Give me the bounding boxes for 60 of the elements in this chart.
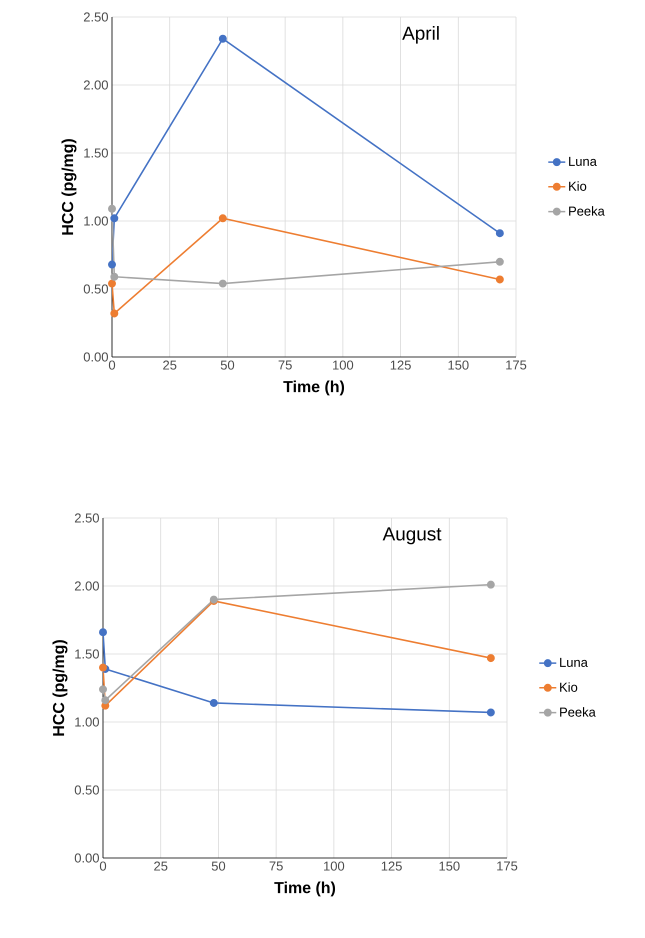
legend-label: Luna xyxy=(569,156,597,166)
x-tick-label: 0 xyxy=(108,360,116,370)
x-tick-label: 150 xyxy=(439,862,460,871)
x-tick-label: 150 xyxy=(448,360,469,370)
point xyxy=(101,696,110,704)
x-tick-label: 100 xyxy=(324,862,344,871)
y-tick-label: 2.50 xyxy=(74,513,99,523)
point xyxy=(110,214,118,222)
point xyxy=(110,309,118,318)
x-tick-label: 175 xyxy=(506,360,526,370)
x-tick-label: 25 xyxy=(154,862,168,871)
point xyxy=(108,204,116,213)
y-axis-title: HCC (pg/mg) xyxy=(52,640,68,736)
point xyxy=(218,280,227,288)
legend-label: Luna xyxy=(560,658,588,667)
x-tick-label: 50 xyxy=(212,862,226,871)
point xyxy=(108,280,116,288)
x-tick-label: 100 xyxy=(333,360,354,370)
x-axis-title: Time (h) xyxy=(274,882,336,896)
point xyxy=(496,229,504,238)
y-tick-label: 1.50 xyxy=(84,148,108,158)
legend-label: Peeka xyxy=(569,206,605,216)
chart-title: August xyxy=(382,527,442,544)
y-tick-label: 1.50 xyxy=(75,649,99,659)
x-tick-label: 50 xyxy=(220,360,234,370)
x-axis-title: Time (h) xyxy=(283,380,344,396)
point xyxy=(496,275,504,284)
y-tick-label: 2.00 xyxy=(84,80,108,90)
legend-label: Kio xyxy=(560,682,578,692)
point xyxy=(218,214,227,222)
point xyxy=(99,685,107,694)
x-tick-label: 125 xyxy=(382,862,402,871)
x-tick-label: 75 xyxy=(278,360,292,370)
chart-title: April xyxy=(402,26,439,44)
point xyxy=(486,580,495,589)
point xyxy=(99,628,107,636)
point xyxy=(218,34,227,43)
y-tick-label: 0.00 xyxy=(74,853,99,863)
x-tick-label: 75 xyxy=(270,862,283,871)
point xyxy=(108,260,116,268)
y-tick-label: 0.50 xyxy=(74,785,99,795)
legend-label: Kio xyxy=(569,181,586,191)
legend-label: Peeka xyxy=(560,707,596,717)
point xyxy=(496,258,504,266)
point xyxy=(99,664,107,672)
y-tick-label: 2.00 xyxy=(74,581,99,591)
y-tick-label: 2.50 xyxy=(84,12,108,22)
point xyxy=(210,698,218,707)
y-tick-label: 1.00 xyxy=(84,216,108,226)
y-axis-title: HCC (pg/mg) xyxy=(62,139,76,235)
y-tick-label: 0.50 xyxy=(84,284,108,294)
x-tick-label: 0 xyxy=(100,862,106,871)
x-tick-label: 25 xyxy=(163,360,176,370)
x-tick-label: 175 xyxy=(497,862,518,871)
x-tick-label: 125 xyxy=(390,360,411,370)
point xyxy=(486,708,495,716)
point xyxy=(486,654,495,662)
point xyxy=(110,272,118,281)
y-tick-label: 0.00 xyxy=(84,352,108,362)
y-tick-label: 1.00 xyxy=(75,717,99,727)
